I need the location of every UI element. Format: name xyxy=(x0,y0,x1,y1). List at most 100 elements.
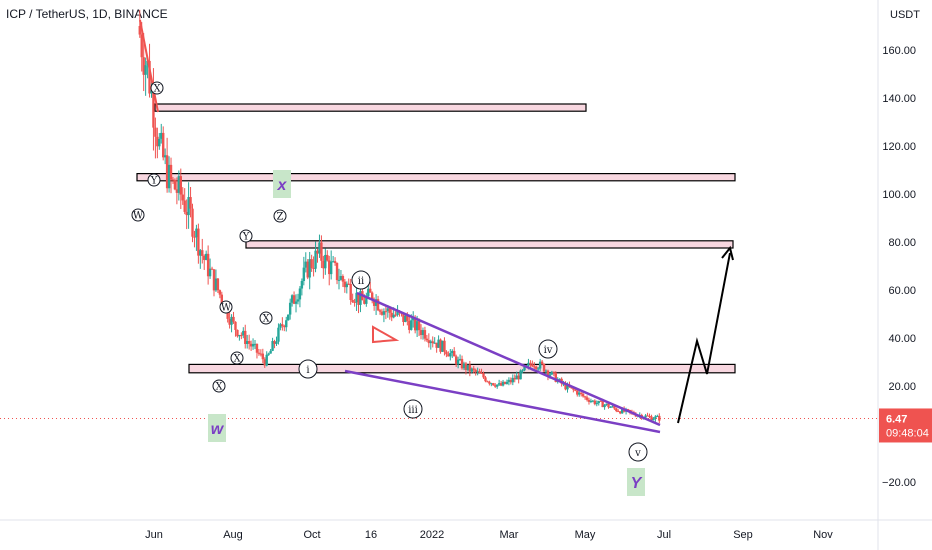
candle-body xyxy=(599,400,602,402)
candle-body xyxy=(156,136,159,147)
candle-body xyxy=(484,377,487,382)
candle-body xyxy=(470,368,473,372)
degree-label-box xyxy=(273,170,291,198)
wave-label-circle xyxy=(298,359,318,379)
candle-body xyxy=(581,394,585,397)
candle-body xyxy=(578,392,581,395)
candle-body xyxy=(273,341,276,344)
price-tick-label: 120.00 xyxy=(882,141,916,153)
zones-layer xyxy=(136,103,736,374)
candle-body xyxy=(404,315,407,322)
candle-body xyxy=(206,253,210,277)
candle-body xyxy=(195,228,198,238)
wave-label-circle xyxy=(259,311,273,325)
candle-body xyxy=(587,399,591,402)
candle-body xyxy=(355,292,358,303)
candle-body xyxy=(615,408,618,412)
candle-body xyxy=(326,254,329,261)
candle-body xyxy=(369,288,372,293)
candle-body xyxy=(644,415,647,418)
last-price-value: 6.47 xyxy=(886,413,907,425)
candle-body xyxy=(242,330,245,336)
wave-label-text: v xyxy=(634,448,641,459)
price-axis: USDT 160.00 140.00 120.00 100.00 80.00 60.00 40… xyxy=(877,0,932,550)
candle-body xyxy=(163,155,167,158)
candle-body xyxy=(154,127,157,137)
resistance-zone xyxy=(136,173,736,182)
candle-body xyxy=(564,383,567,390)
degree-label-text: Y xyxy=(631,475,643,492)
candle-body xyxy=(244,330,247,345)
candle-body xyxy=(199,250,202,256)
candle-body xyxy=(542,363,546,372)
time-tick-label: Oct xyxy=(303,529,320,541)
candle-body xyxy=(216,278,220,291)
candle-body xyxy=(191,208,194,237)
candle-body xyxy=(445,351,448,355)
candle-body xyxy=(482,373,485,378)
candle-body xyxy=(460,358,464,369)
candle-body xyxy=(148,60,151,94)
candle-body xyxy=(476,371,479,373)
candle-body xyxy=(376,299,380,311)
candle-body xyxy=(572,387,575,390)
degree-label-box xyxy=(627,468,645,496)
candle-body xyxy=(548,374,552,376)
candle-body xyxy=(253,343,257,345)
wave-label-circle xyxy=(150,81,164,95)
price-tick-label: 20.00 xyxy=(888,381,916,393)
price-tick-label: 160.00 xyxy=(882,45,916,57)
price-tick-label: 80.00 xyxy=(888,237,916,249)
time-tick-label: Mar xyxy=(500,529,519,541)
candle-body xyxy=(585,397,589,400)
candle-body xyxy=(312,267,315,269)
candle-body xyxy=(288,302,292,315)
candle-body xyxy=(443,340,446,352)
candle-body xyxy=(175,189,179,193)
candle-body xyxy=(505,381,509,384)
candle-body xyxy=(583,396,587,398)
candle-body xyxy=(140,34,143,58)
candle-body xyxy=(343,281,347,288)
candle-body xyxy=(171,179,175,181)
candle-body xyxy=(380,311,384,315)
candle-body xyxy=(201,250,204,256)
candle-body xyxy=(497,383,501,385)
wave-label-text: Y xyxy=(150,176,158,187)
candle-body xyxy=(208,268,212,277)
candle-body xyxy=(451,350,454,354)
wave-label-circle xyxy=(230,351,244,365)
candle-body xyxy=(419,330,423,336)
candle-body xyxy=(259,353,263,355)
candle-body xyxy=(162,132,165,158)
candle-body xyxy=(318,242,321,254)
candle-body xyxy=(292,295,296,304)
candle-body xyxy=(378,310,382,312)
candle-body xyxy=(546,370,550,376)
candle-body xyxy=(495,384,499,387)
candle-body xyxy=(503,381,507,384)
candle-body xyxy=(576,390,579,395)
wedge-trendline xyxy=(356,291,661,427)
wave-label-text: W xyxy=(221,303,232,314)
candle-body xyxy=(415,321,419,331)
candle-body xyxy=(540,361,544,364)
wave-label-text: Z xyxy=(277,212,284,223)
candle-body xyxy=(386,308,390,312)
candle-body xyxy=(472,368,475,370)
candle-body xyxy=(494,385,497,387)
wedge-trendline xyxy=(344,369,661,434)
time-tick-label: Sep xyxy=(733,529,753,541)
candle-body xyxy=(247,341,251,344)
candle-body xyxy=(421,330,425,336)
candle-body xyxy=(480,372,483,374)
candle-body xyxy=(265,354,268,366)
time-tick-label: May xyxy=(575,529,596,541)
candle-body xyxy=(298,288,302,300)
candle-body xyxy=(306,261,309,278)
candle-body xyxy=(181,194,184,201)
price-tick-label: 40.00 xyxy=(888,333,916,345)
candle-body xyxy=(453,350,456,357)
candle-body xyxy=(406,315,409,321)
